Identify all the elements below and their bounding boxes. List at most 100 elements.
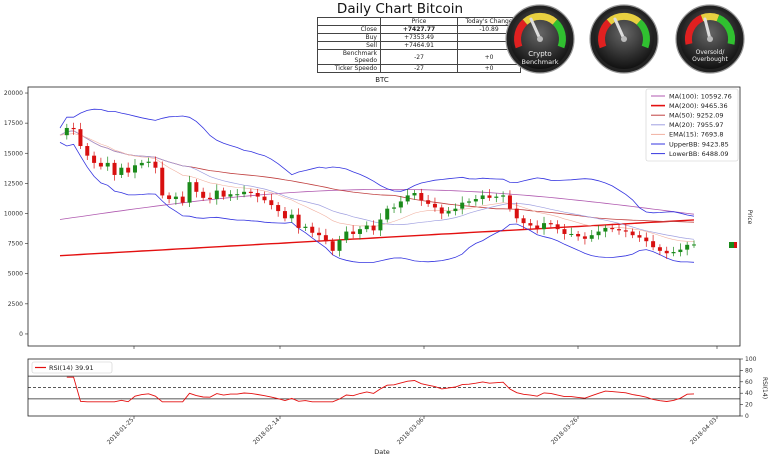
candle-body	[78, 129, 83, 147]
ma100-line	[59, 189, 695, 220]
candle-body	[146, 161, 151, 163]
candle-body	[412, 193, 417, 196]
candle-body	[126, 167, 131, 173]
price-stats-table: Price Today's Change Close +7427.77 -10.…	[317, 17, 521, 73]
candle-body	[235, 194, 240, 196]
rsi-legend-label: RSI(14) 39.91	[49, 364, 94, 372]
last-candle-marker	[729, 242, 734, 248]
candle-body	[289, 214, 294, 219]
candle-body	[167, 195, 172, 200]
candle-body	[98, 162, 103, 167]
candle-body	[173, 196, 178, 200]
x-axis-label: Date	[374, 448, 390, 456]
candle-body	[432, 203, 437, 208]
y-tick-label: 10000	[4, 210, 23, 217]
candle-body	[685, 244, 690, 250]
x-tick-label: 2018-04-03	[689, 416, 719, 446]
lowerbb-line	[59, 142, 695, 263]
gauge-label: Oversold/	[696, 49, 726, 56]
gauge-needle	[703, 17, 712, 41]
candle-body	[242, 191, 247, 195]
candle-body	[139, 162, 144, 166]
candle-body	[194, 182, 199, 192]
gauge-label: Crypto	[528, 50, 551, 58]
legend-entry-ma100: MA(100): 10592.76	[669, 92, 732, 100]
candle-body	[542, 223, 547, 230]
candle-body	[344, 231, 349, 240]
candle-body	[105, 162, 110, 167]
candle-body	[562, 229, 567, 234]
rsi-line	[66, 376, 695, 403]
candle-body	[132, 165, 137, 173]
legend-entry-ema15: EMA(15): 7693.8	[669, 131, 724, 139]
candle-body	[296, 214, 301, 228]
ma200-line	[59, 219, 695, 257]
candle-body	[180, 196, 185, 203]
candle-body	[664, 250, 669, 254]
legend-entry-upperbb: UpperBB: 9423.85	[669, 140, 729, 148]
candle-body	[330, 241, 335, 251]
candle-body	[153, 161, 158, 168]
candle-body	[521, 218, 526, 224]
candle-body	[392, 207, 397, 209]
candle-body	[426, 200, 431, 204]
x-tick-label: 2018-03-26	[550, 416, 580, 446]
candle-body	[678, 249, 683, 253]
rsi-tick-label: 60	[745, 379, 753, 386]
ma50-line	[59, 130, 695, 223]
candle-body	[487, 195, 492, 198]
candle-body	[419, 193, 424, 201]
candle-body	[589, 235, 594, 239]
candle-body	[610, 227, 615, 230]
candle-body	[207, 197, 212, 200]
candle-body	[617, 229, 622, 231]
candle-body	[623, 230, 628, 232]
x-tick-label: 2018-01-25	[106, 416, 136, 446]
candle-body	[160, 167, 165, 196]
candle-body	[630, 231, 635, 236]
candle-body	[262, 196, 267, 201]
candle-body	[507, 195, 512, 209]
candle-body	[453, 208, 458, 212]
price-panel	[27, 86, 741, 347]
candle-body	[494, 196, 499, 198]
page-title: Daily Chart Bitcoin	[336, 1, 464, 17]
candle-body	[351, 231, 356, 234]
rsi-tick-label: 80	[745, 367, 753, 374]
candle-body	[405, 195, 410, 202]
oversold-overbought-gauge: Oversold/ Overbought	[675, 4, 745, 74]
candle-body	[269, 200, 274, 206]
rsi-legend: RSI(14) 39.91	[31, 361, 113, 374]
candle-body	[398, 201, 403, 208]
ma20-line	[59, 130, 695, 240]
candle-body	[576, 233, 581, 237]
ticker-gauge	[589, 4, 659, 74]
candle-body	[473, 199, 478, 202]
legend-entry-ma200: MA(200): 9465.36	[669, 102, 728, 110]
legend-entry-lowerbb: LowerBB: 6488.09	[669, 150, 729, 158]
x-tick-label: 2018-02-14	[252, 416, 282, 446]
table-row: Benchmark Speedo -27 +0	[317, 49, 521, 65]
y-tick-label: 0	[19, 331, 23, 338]
candle-body	[603, 227, 608, 232]
gauge-label: Benchmark	[521, 58, 558, 66]
candle-body	[92, 155, 97, 163]
candle-body	[637, 235, 642, 238]
candle-body	[378, 219, 383, 231]
candle-body	[535, 225, 540, 230]
y-tick-label: 7500	[8, 241, 23, 248]
y-tick-label: 17500	[4, 120, 23, 127]
candle-body	[657, 247, 662, 251]
upperbb-line	[59, 108, 695, 217]
candle-body	[276, 205, 281, 212]
x-tick-label: 2018-03-06	[396, 416, 426, 446]
candle-body	[439, 207, 444, 214]
candle-body	[248, 191, 253, 194]
candle-body	[528, 223, 533, 226]
candle-body	[255, 193, 260, 197]
candle-body	[480, 195, 485, 200]
candle-body	[187, 182, 192, 203]
y-tick-label: 2500	[8, 301, 23, 308]
candle-body	[371, 225, 376, 231]
